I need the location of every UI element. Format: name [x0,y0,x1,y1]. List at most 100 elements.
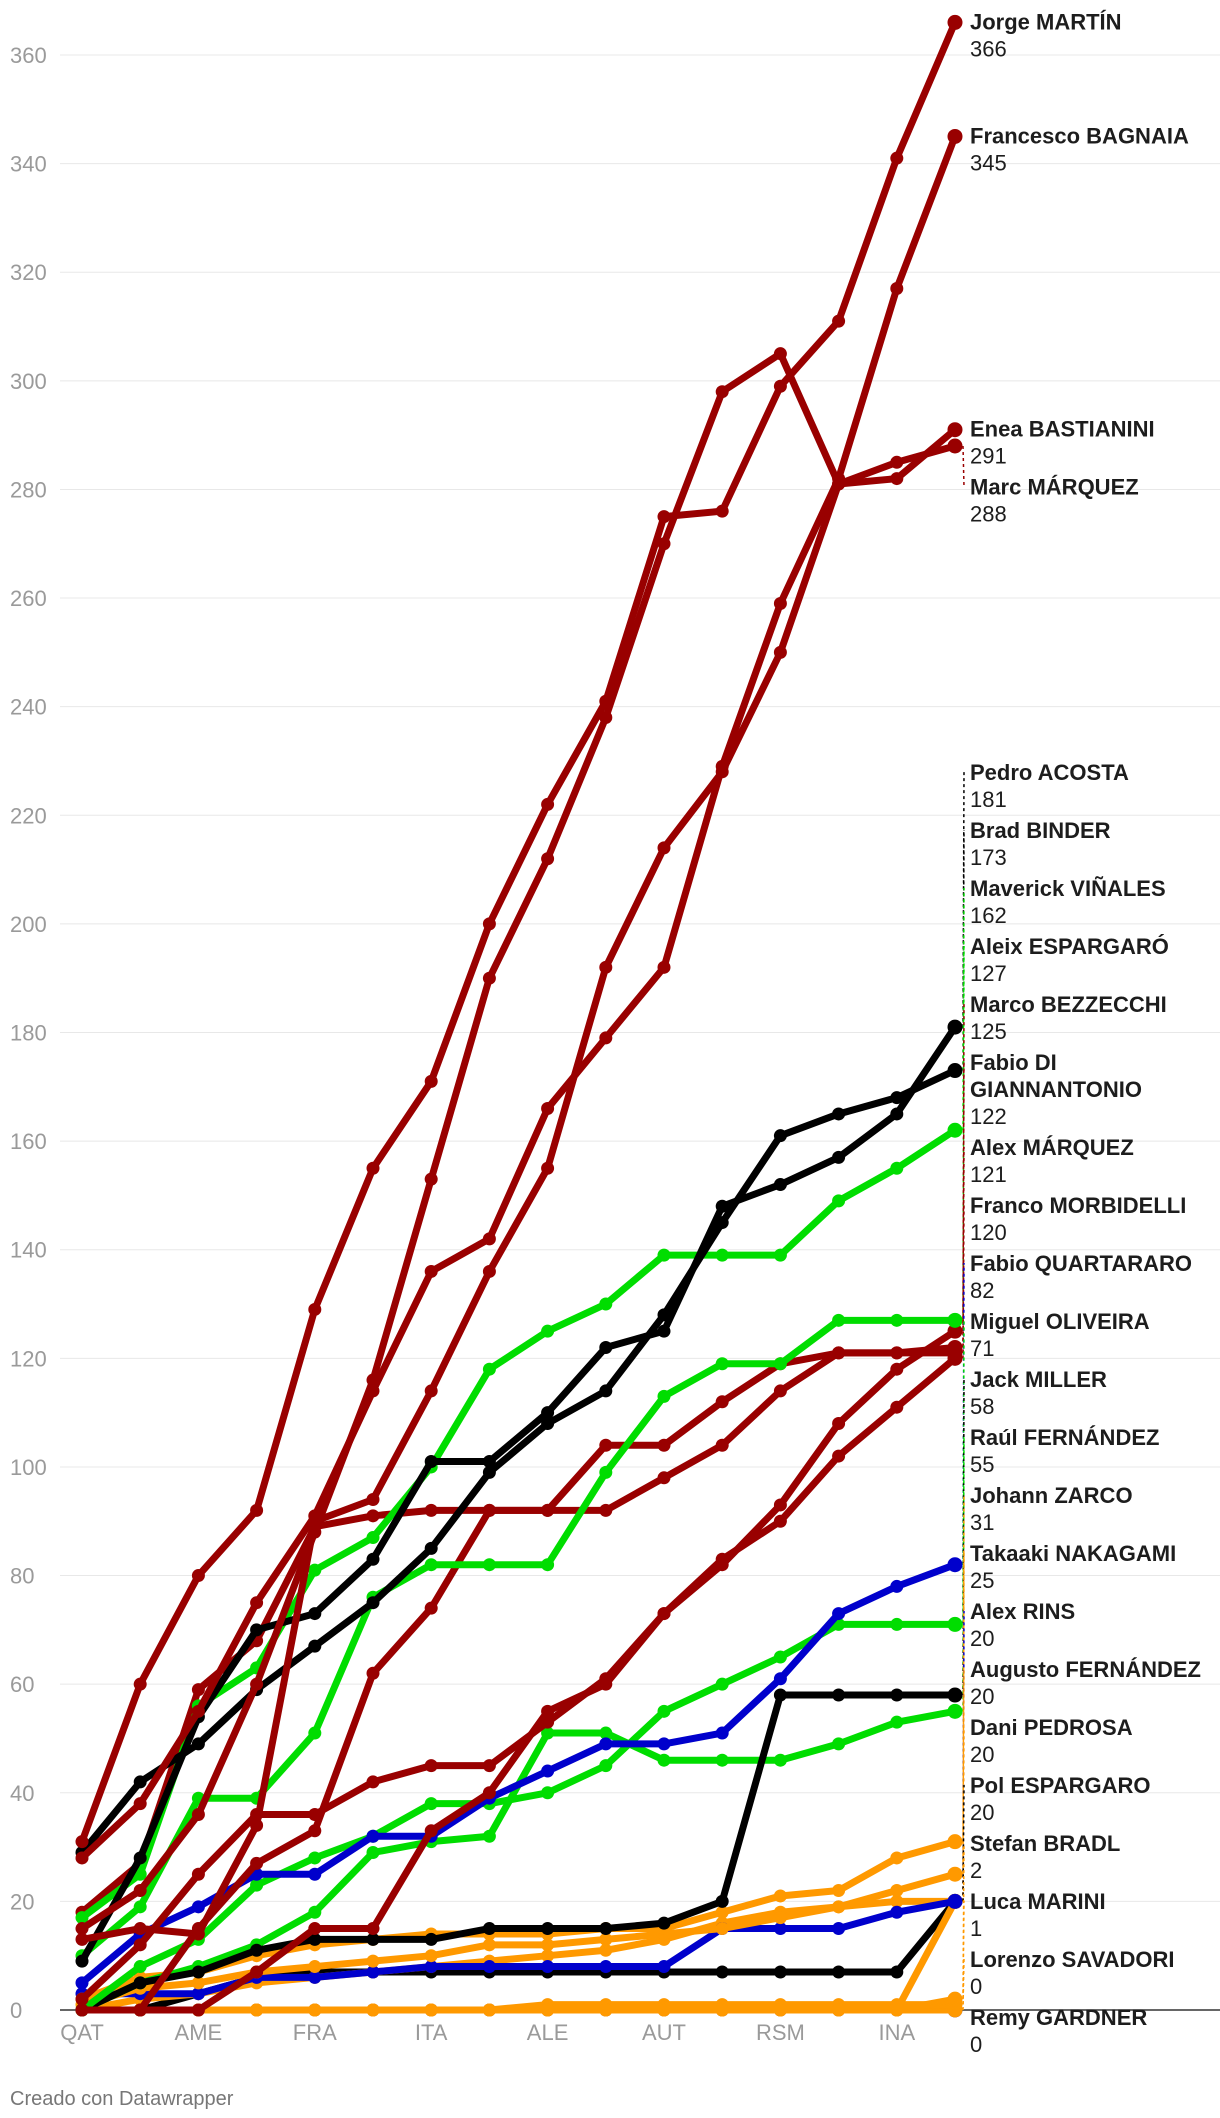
series-3 [75,438,963,1946]
series-value-label: 20 [970,1626,994,1651]
data-point [773,2003,787,2017]
data-point [541,1715,555,1729]
data-point [366,1829,380,1843]
data-point [133,1677,147,1691]
data-point [366,1596,380,1610]
data-point [832,1417,846,1430]
data-point [832,1346,846,1360]
series-name-label: Pedro ACOSTA [970,760,1129,785]
series-line [78,1897,959,2014]
series-name-label: Johann ZARCO [970,1483,1133,1508]
data-point [773,1688,787,1702]
data-point [308,2003,322,2017]
data-point [773,1650,787,1664]
data-point [890,472,904,486]
data-point [890,1107,904,1121]
data-point [599,1340,613,1354]
data-point [424,1932,438,1946]
data-point [541,1960,555,1974]
y-tick-label: 360 [10,43,47,68]
series-name-label: Luca MARINI [970,1889,1106,1914]
data-point [366,1775,380,1789]
data-point [308,1726,322,1740]
data-point [541,1764,555,1778]
label-leader-line [962,445,965,487]
data-point [424,1503,438,1517]
data-point [482,1829,496,1843]
data-point [715,1357,729,1371]
data-point [599,1031,613,1045]
data-point [773,645,787,659]
data-point [308,1867,322,1881]
data-point [191,1927,205,1941]
data-point [947,1991,963,2007]
data-point [250,1965,264,1979]
data-point [599,2003,613,2017]
series-name-label: Brad BINDER [970,818,1111,843]
y-tick-label: 320 [10,260,47,285]
series-name-line: Alex MÁRQUEZ [970,1135,1134,1160]
data-point [541,2003,555,2017]
data-point [599,1503,613,1517]
data-point [890,1346,904,1360]
data-point [599,1438,613,1452]
series-name-line: Johann ZARCO [970,1483,1133,1508]
series-name-label: Stefan BRADL [970,1831,1120,1856]
data-point [250,1677,264,1691]
data-point [541,852,555,866]
data-point [366,1493,380,1507]
data-point [832,1688,846,1702]
data-point [308,1851,322,1865]
data-point [773,1129,787,1143]
data-point [75,1911,89,1925]
data-point [715,1248,729,1262]
data-point [715,2003,729,2017]
label-leader-line [962,1436,965,1712]
data-point [715,759,729,773]
data-point [191,2003,205,2017]
y-tick-label: 220 [10,803,47,828]
series-name-line: Luca MARINI [970,1889,1106,1914]
series-line [78,350,959,1933]
data-point [308,1922,322,1936]
x-tick-label: QAT [60,2020,104,2045]
series-line [78,1126,959,1922]
data-point [482,1960,496,1974]
series-name-line: Takaaki NAKAGAMI [970,1541,1176,1566]
series-name-line: GIANNANTONIO [970,1077,1142,1102]
series-name-label: Marco BEZZECCHI [970,992,1167,1017]
series-name-label: Enea BASTIANINI [970,417,1155,442]
series-name-line: Augusto FERNÁNDEZ [970,1657,1201,1682]
data-point [657,1737,671,1751]
data-point [947,422,963,438]
series-value-label: 20 [970,1684,994,1709]
data-point [890,151,904,165]
data-point [890,455,904,469]
data-point [482,1922,496,1936]
data-point [191,1569,205,1583]
data-point [482,971,496,985]
series-value-label: 288 [970,502,1007,527]
series-name-label: Fabio DI GIANNANTONIO [970,1050,1142,1102]
data-point [424,1797,438,1811]
data-point [75,1922,89,1936]
data-point [715,1395,729,1409]
series-name-label: Maverick VIÑALES [970,876,1166,901]
data-point [832,1900,846,1914]
data-point [773,1384,787,1398]
data-point [599,1922,613,1936]
series-name-label: Marc MÁRQUEZ [970,475,1139,500]
x-tick-label: INA [878,2020,915,2045]
x-tick-label: AME [175,2020,223,2045]
data-point [424,1949,438,1963]
y-tick-label: 120 [10,1346,47,1371]
series-name-line: Pol ESPARGARO [970,1773,1151,1798]
data-point [366,1954,380,1968]
data-point [890,1161,904,1175]
data-point [424,1541,438,1555]
series-name-label: Franco MORBIDELLI [970,1193,1186,1218]
data-point [773,347,787,361]
data-point [133,1851,147,1865]
